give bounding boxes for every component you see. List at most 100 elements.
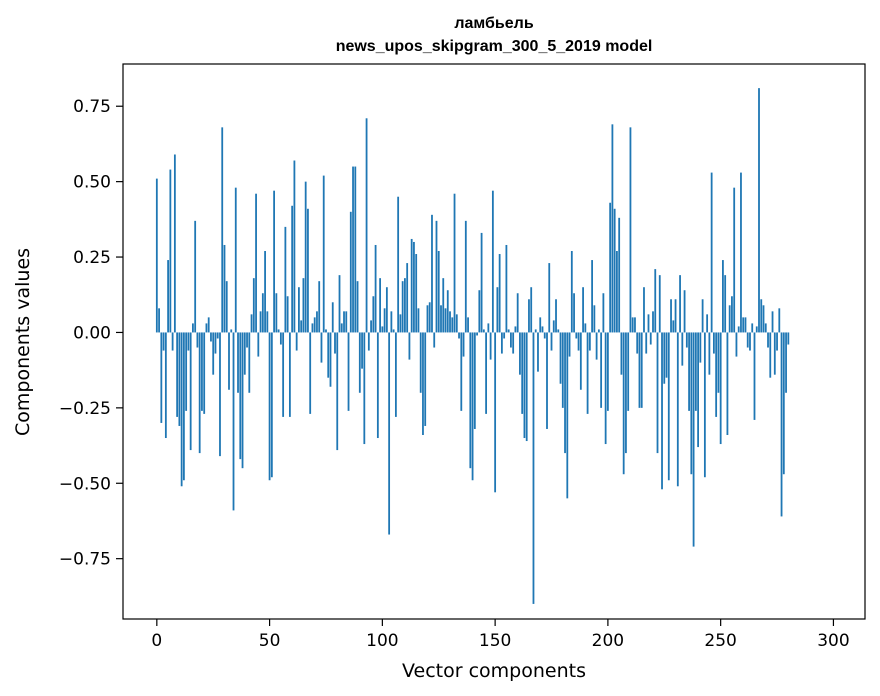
bar	[440, 305, 442, 333]
bar	[519, 332, 521, 375]
bar	[539, 317, 542, 333]
bar	[257, 332, 260, 357]
bar	[514, 326, 517, 333]
bar	[616, 251, 618, 333]
bar	[241, 332, 244, 469]
bar	[264, 251, 266, 333]
bar	[298, 287, 300, 333]
bar	[455, 314, 458, 333]
bar	[282, 332, 285, 417]
bar	[442, 278, 445, 333]
bar	[406, 263, 409, 333]
bar	[349, 211, 352, 333]
bar	[586, 332, 589, 414]
bar	[431, 214, 433, 333]
bar	[293, 160, 296, 333]
y-tick-label: −0.75	[59, 550, 111, 570]
bar	[767, 332, 769, 348]
bar	[399, 314, 402, 333]
bar	[162, 332, 165, 351]
bar	[286, 296, 289, 333]
bar	[726, 332, 729, 435]
bar	[530, 287, 533, 333]
bar	[370, 320, 372, 333]
bar	[178, 332, 181, 426]
bar	[787, 332, 790, 345]
bar	[223, 244, 226, 333]
bar	[749, 332, 751, 351]
y-axis: −0.75 −0.50 −0.25 0.00 0.25 0.50 0.75	[59, 97, 123, 570]
x-axis: 0 50 100 150 200 250 300	[151, 619, 850, 651]
bar	[372, 296, 375, 333]
bar	[203, 332, 206, 414]
bar	[600, 332, 603, 408]
x-tick-label: 50	[259, 631, 281, 651]
bar	[424, 332, 427, 426]
bar	[471, 332, 474, 481]
bar	[408, 332, 411, 360]
bar	[182, 332, 185, 481]
bar	[566, 332, 569, 499]
bar	[320, 332, 323, 363]
bar	[751, 323, 754, 333]
bar	[537, 332, 539, 372]
bar	[458, 332, 460, 339]
bar	[354, 166, 357, 333]
chart-title: ламбьель	[454, 15, 533, 32]
bar	[327, 332, 330, 378]
bar	[270, 332, 273, 478]
bar	[778, 308, 781, 333]
bar	[415, 254, 418, 333]
bar	[419, 332, 422, 393]
bar	[661, 332, 663, 490]
bar	[674, 299, 677, 333]
bar	[625, 332, 627, 454]
bar	[232, 332, 235, 511]
bar	[437, 251, 440, 333]
y-axis-label: Components values	[12, 248, 34, 436]
bar	[318, 281, 321, 333]
bar	[546, 332, 548, 429]
bar	[724, 275, 727, 333]
bar	[185, 332, 188, 411]
bar	[358, 332, 361, 393]
bar	[548, 263, 551, 333]
bar	[550, 332, 553, 351]
y-tick-label: 0.25	[73, 248, 111, 268]
bar	[670, 299, 672, 333]
bar	[219, 332, 221, 457]
bar	[620, 332, 623, 375]
bar	[604, 332, 607, 445]
bar	[591, 260, 593, 333]
bar	[564, 332, 566, 454]
bar	[309, 332, 312, 414]
bar	[453, 193, 456, 333]
bar	[740, 172, 742, 333]
bar	[656, 332, 659, 454]
bar	[613, 208, 616, 333]
bar	[665, 332, 668, 378]
bar	[728, 305, 731, 333]
bar	[367, 332, 370, 351]
bar	[780, 332, 783, 517]
bar	[663, 332, 666, 384]
bar	[638, 332, 641, 408]
bar	[376, 332, 379, 439]
bar	[196, 332, 199, 348]
bar	[374, 244, 377, 333]
x-axis-label: Vector components	[402, 660, 586, 682]
bar	[706, 314, 709, 333]
bar	[322, 175, 325, 333]
bar	[667, 332, 670, 481]
bar	[618, 217, 621, 333]
bar	[345, 311, 348, 333]
bar	[681, 332, 684, 366]
bar	[340, 323, 343, 333]
bar	[733, 187, 736, 333]
bar	[311, 323, 314, 333]
bar	[762, 305, 765, 333]
bar	[622, 332, 625, 475]
chart-subtitle: news_upos_skipgram_300_5_2019 model	[336, 38, 653, 55]
bar	[478, 290, 481, 333]
bar	[744, 317, 747, 333]
